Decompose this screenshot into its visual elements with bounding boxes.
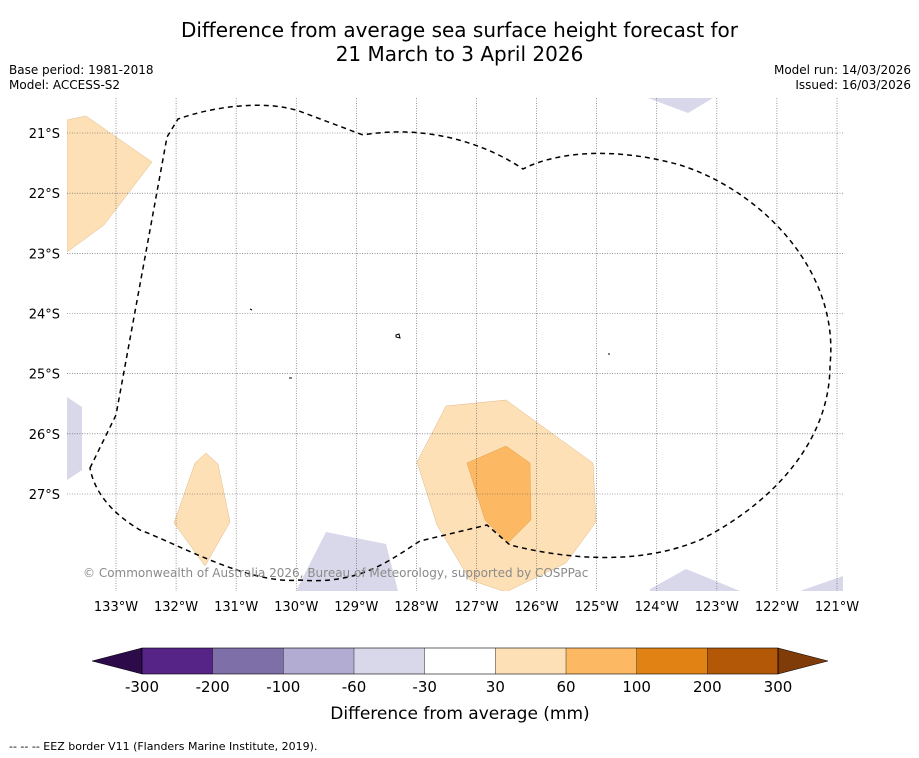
latitude-label: 24°S (29, 308, 60, 323)
longitude-label: 124°W (635, 600, 679, 615)
colorbar-segment (424, 648, 496, 674)
colorbar-segment (283, 648, 354, 674)
base-period: Base period: 1981-2018 (9, 63, 154, 77)
longitude-label: 133°W (94, 600, 138, 615)
copyright-text: © Commonwealth of Australia 2026, Bureau… (83, 566, 588, 580)
title-line-2: 21 March to 3 April 2026 (335, 42, 584, 66)
latitude-label: 22°S (29, 187, 60, 202)
model-run: Model run: 14/03/2026 (773, 63, 911, 77)
longitude-label: 131°W (214, 600, 258, 615)
colorbar: -300 -200 -100 -60 -30 30 60 100 200 300 (91, 647, 829, 696)
latitude-labels: 21°S 22°S 23°S 24°S 25°S 26°S 27°S (29, 127, 60, 503)
colorbar-segment (566, 648, 637, 674)
longitude-label: 132°W (154, 600, 198, 615)
map-area (67, 98, 843, 591)
footnote: -- -- -- EEZ border V11 (Flanders Marine… (9, 740, 318, 753)
colorbar-tick-label: -100 (266, 678, 300, 696)
latitude-label: 21°S (29, 127, 60, 142)
colorbar-segment (636, 648, 708, 674)
colorbar-tick-label: -60 (342, 678, 367, 696)
latitude-label: 27°S (29, 488, 60, 503)
longitude-label: 125°W (575, 600, 619, 615)
region-negative-west (67, 397, 82, 480)
island-1 (395, 333, 401, 339)
longitude-label: 121°W (815, 600, 859, 615)
longitude-label: 126°W (514, 600, 558, 615)
meta-left: Base period: 1981-2018 Model: ACCESS-S2 (9, 63, 154, 93)
meta-right: Model run: 14/03/2026 Issued: 16/03/2026 (774, 63, 911, 93)
longitude-label: 129°W (334, 600, 378, 615)
region-positive-west (173, 452, 231, 567)
title-line-1: Difference from average sea surface heig… (180, 18, 739, 42)
latitude-label: 23°S (29, 247, 60, 262)
colorbar-segment (212, 648, 284, 674)
colorbar-tick-label: 100 (622, 678, 651, 696)
colorbar-tick-label: -30 (412, 678, 437, 696)
colorbar-tick-label: -200 (196, 678, 230, 696)
issued-date: Issued: 16/03/2026 (795, 78, 911, 92)
eez-border (89, 104, 832, 582)
longitude-label: 128°W (394, 600, 438, 615)
colorbar-high-extend (777, 647, 829, 675)
graticule (67, 98, 843, 591)
chart-title: Difference from average sea surface heig… (0, 18, 919, 66)
region-negative-top (648, 98, 713, 113)
region-negative-south (296, 532, 398, 591)
colorbar-segment (707, 648, 778, 674)
latitude-label: 25°S (29, 368, 60, 383)
region-negative-southeast-2 (800, 576, 843, 591)
model-name: Model: ACCESS-S2 (9, 78, 121, 92)
longitude-labels: 133°W 132°W 131°W 130°W 129°W 128°W 127°W 126°W… (94, 600, 859, 615)
colorbar-segment (354, 648, 425, 674)
latitude-label: 26°S (29, 428, 60, 443)
longitude-label: 123°W (695, 600, 739, 615)
colorbar-segment (495, 648, 566, 674)
longitude-label: 127°W (454, 600, 498, 615)
colorbar-tick-label: 300 (764, 678, 793, 696)
colorbar-tick-label: 30 (486, 678, 505, 696)
colorbar-tick-label: -300 (125, 678, 159, 696)
colorbar-tick-label: 60 (556, 678, 575, 696)
region-negative-southeast (650, 569, 740, 591)
longitude-label: 122°W (755, 600, 799, 615)
longitude-label: 130°W (274, 600, 318, 615)
island-2 (249, 308, 253, 311)
colorbar-tick-label: 200 (693, 678, 722, 696)
colorbar-low-extend (91, 647, 143, 675)
region-positive-core (466, 445, 532, 544)
colorbar-segment (142, 648, 213, 674)
colorbar-title: Difference from average (mm) (330, 704, 589, 724)
region-positive-nw (67, 115, 153, 253)
